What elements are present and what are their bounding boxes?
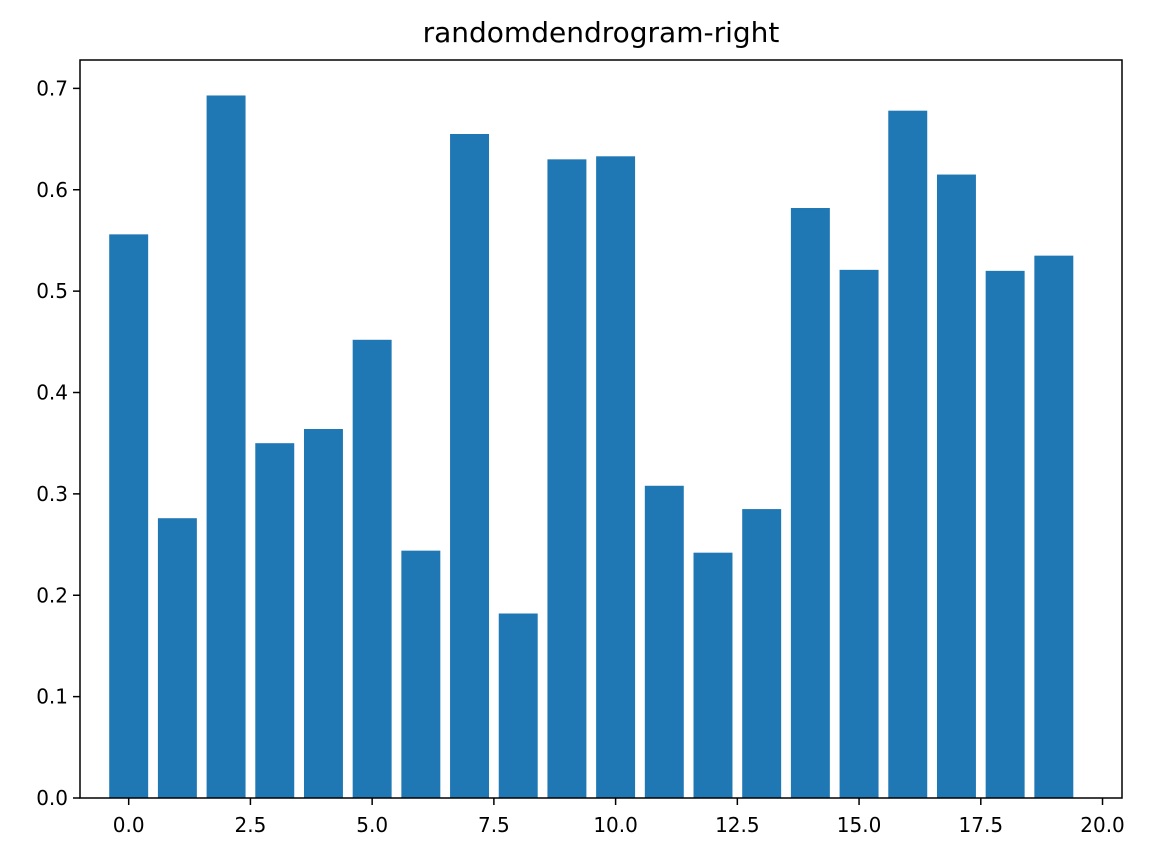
bar-6 — [401, 550, 441, 798]
bar-1 — [157, 518, 197, 798]
x-tick-label: 7.5 — [478, 813, 510, 837]
x-tick-label: 2.5 — [235, 813, 267, 837]
y-tick-label: 0.6 — [36, 178, 68, 202]
bar-7 — [450, 134, 490, 798]
x-tick-label: 0.0 — [113, 813, 145, 837]
bars-group — [109, 95, 1074, 799]
x-axis: 0.0 2.5 5.0 7.5 10.0 12.5 15.0 17.5 20.0 — [113, 798, 1125, 837]
bar-18 — [985, 270, 1025, 798]
y-tick-label: 0.0 — [36, 786, 68, 810]
bar-15 — [839, 269, 879, 799]
bar-17 — [936, 174, 976, 799]
x-tick-label: 12.5 — [715, 813, 760, 837]
bar-14 — [790, 208, 830, 798]
y-tick-label: 0.4 — [36, 381, 68, 405]
bar-11 — [644, 485, 684, 798]
x-tick-label: 15.0 — [837, 813, 882, 837]
x-tick-label: 20.0 — [1080, 813, 1125, 837]
axes-frame — [79, 59, 1123, 799]
bar-0 — [109, 234, 149, 798]
bar-5 — [352, 339, 392, 798]
y-tick-label: 0.7 — [36, 76, 68, 100]
chart-title: randomdendrogram-right — [423, 16, 780, 49]
bar-8 — [498, 613, 538, 798]
bar-4 — [303, 429, 343, 798]
bar-9 — [547, 159, 587, 798]
y-tick-label: 0.1 — [36, 685, 68, 709]
bar-10 — [596, 156, 636, 799]
y-tick-label: 0.5 — [36, 279, 68, 303]
bar-3 — [255, 443, 295, 798]
bar-2 — [206, 95, 246, 798]
y-tick-label: 0.3 — [36, 482, 68, 506]
bar-12 — [693, 552, 733, 798]
bar-13 — [742, 509, 782, 798]
y-axis: 0.0 0.1 0.2 0.3 0.4 0.5 0.6 0.7 — [36, 76, 80, 810]
bar-19 — [1034, 255, 1074, 798]
bar-16 — [888, 110, 928, 798]
y-tick-label: 0.2 — [36, 583, 68, 607]
x-tick-label: 10.0 — [593, 813, 638, 837]
x-tick-label: 5.0 — [356, 813, 388, 837]
x-tick-label: 17.5 — [959, 813, 1004, 837]
